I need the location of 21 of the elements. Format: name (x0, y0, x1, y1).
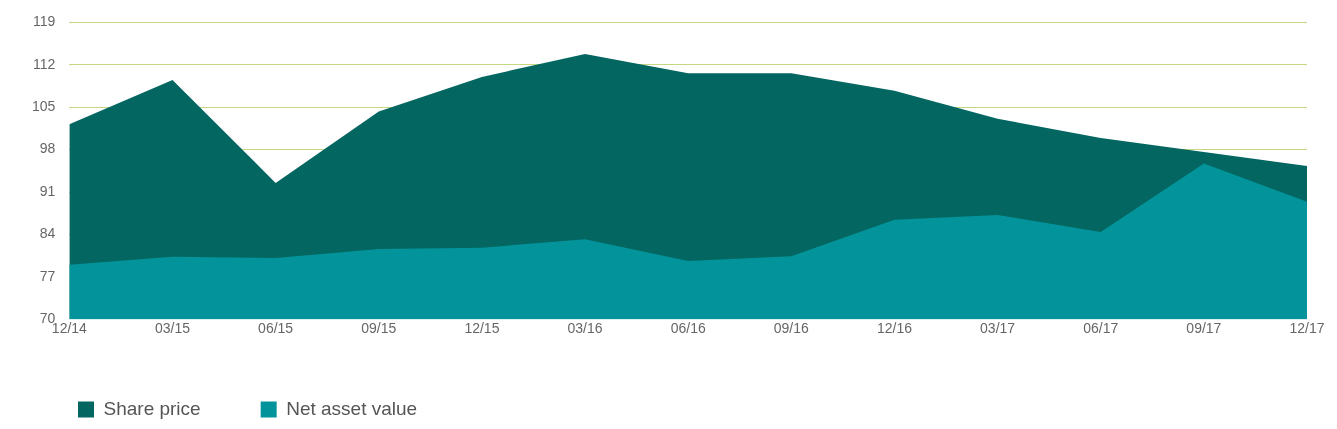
x-tick-label: 12/15 (464, 320, 500, 337)
x-tick-label: 06/17 (1083, 320, 1119, 337)
y-tick-label: 112 (33, 55, 56, 72)
legend-label: Net asset value (286, 397, 418, 419)
x-tick-label: 06/15 (258, 320, 294, 337)
x-tick-label: 09/17 (1186, 320, 1222, 337)
y-tick-label: 105 (32, 98, 56, 115)
x-tick-label: 03/17 (980, 320, 1016, 337)
x-tick-label: 09/16 (773, 320, 810, 337)
x-tick-label: 09/15 (361, 320, 397, 337)
y-tick-label: 77 (39, 267, 56, 284)
y-tick-label: 98 (39, 140, 56, 157)
legend-label: Share price (103, 397, 201, 419)
x-tick-label: 12/16 (876, 320, 913, 337)
y-tick-label: 119 (33, 13, 56, 30)
x-tick-label: 03/15 (154, 320, 191, 337)
x-tick-label: 03/16 (567, 320, 603, 337)
y-tick-label: 84 (39, 225, 56, 242)
x-tick-label: 06/16 (670, 320, 706, 337)
x-tick-label: 12/17 (1289, 320, 1325, 337)
y-tick-label: 91 (39, 182, 56, 199)
